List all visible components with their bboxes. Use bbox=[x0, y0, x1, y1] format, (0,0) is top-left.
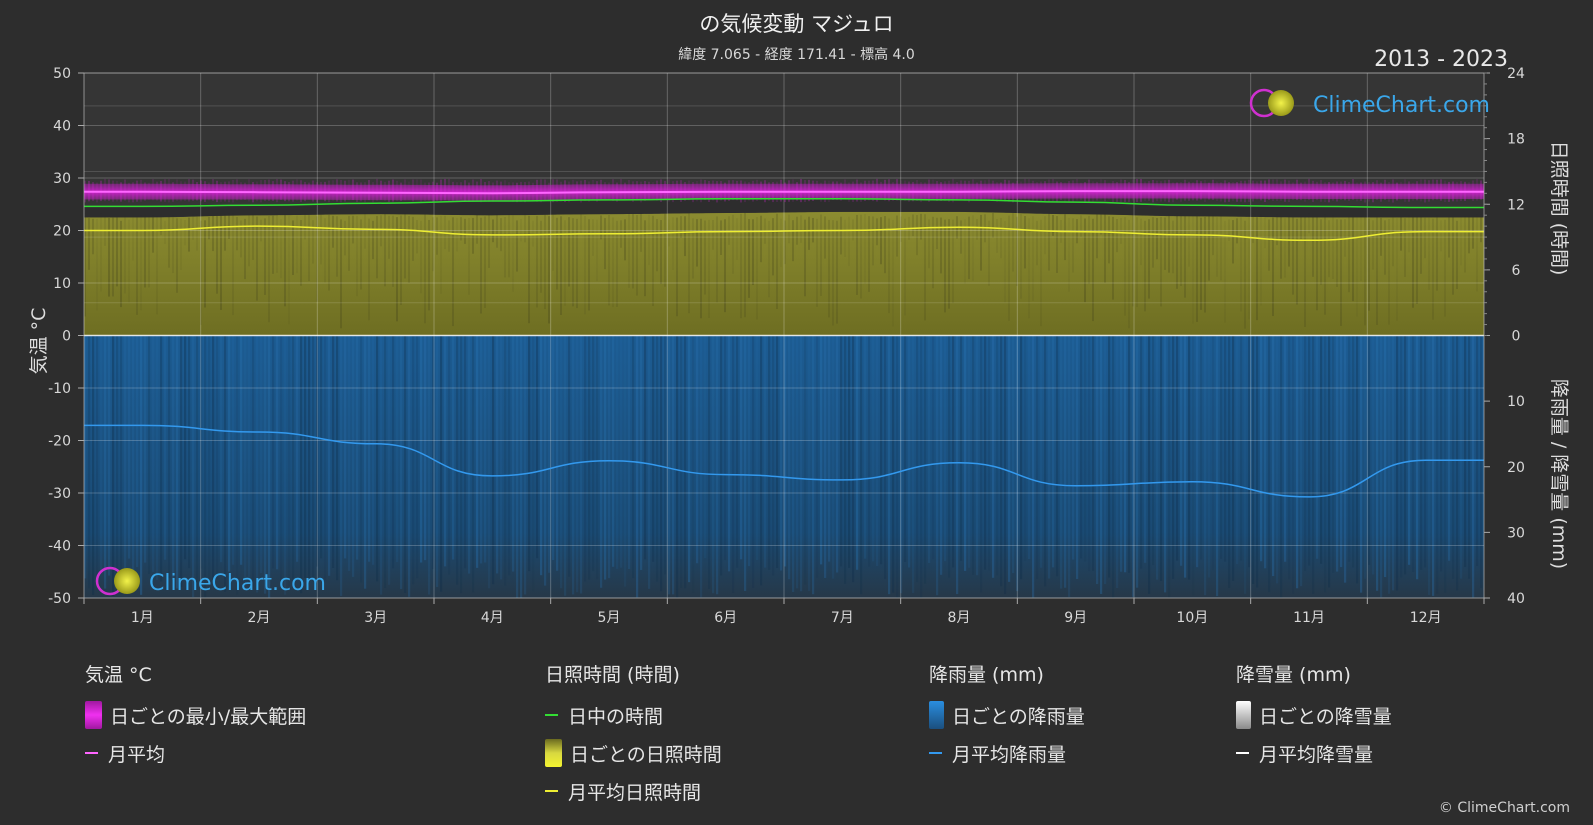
y-left-tick-label: -50 bbox=[48, 591, 71, 607]
x-tick-label: 7月 bbox=[831, 610, 854, 626]
x-tick-label: 5月 bbox=[598, 610, 621, 626]
y-right-top-tick-label: 18 bbox=[1507, 132, 1525, 148]
daylight-gap bbox=[84, 198, 1484, 218]
y-left-tick-label: 30 bbox=[53, 171, 71, 187]
legend-temp-avg-label: 月平均 bbox=[108, 743, 166, 766]
y-right-top-tick-label: 0 bbox=[1512, 329, 1521, 345]
y-left-tick-label: -30 bbox=[48, 486, 71, 502]
rain-avg-line bbox=[84, 424, 1484, 498]
y-left-tick-label: 40 bbox=[53, 119, 71, 135]
y-left-label: 気温 °C bbox=[28, 308, 50, 375]
y-right-bottom-tick-label: 20 bbox=[1507, 460, 1525, 476]
y-right-bottom-tick-label: 30 bbox=[1507, 525, 1525, 541]
legend-sun-avg-label: 月平均日照時間 bbox=[568, 781, 702, 804]
y-right-top-tick-label: 24 bbox=[1507, 66, 1525, 82]
legend-sunshine: 日照時間 (時間) 日中の時間 日ごとの日照時間 月平均日照時間 bbox=[545, 660, 722, 810]
snow-avg-swatch bbox=[1236, 752, 1249, 754]
legend-temp-avg: 月平均 bbox=[85, 734, 306, 772]
legend-daily-sunshine-label: 日ごとの日照時間 bbox=[570, 743, 722, 766]
y-left-tick-label: -10 bbox=[48, 381, 71, 397]
daily-sunshine-swatch bbox=[545, 739, 562, 767]
daylight-line bbox=[83, 198, 1484, 209]
y-left-tick-label: 0 bbox=[62, 329, 71, 345]
x-tick-label: 6月 bbox=[714, 610, 737, 626]
legend-daily-snow: 日ごとの降雪量 bbox=[1236, 696, 1392, 734]
legend-daily-sunshine: 日ごとの日照時間 bbox=[545, 734, 722, 772]
legend-snow-avg: 月平均降雪量 bbox=[1236, 734, 1392, 772]
legend-sun-title: 日照時間 (時間) bbox=[545, 664, 680, 686]
temp-avg-swatch bbox=[85, 752, 98, 754]
y-right-top-tick-label: 6 bbox=[1512, 263, 1521, 279]
daily-sunshine-area bbox=[84, 211, 1484, 336]
x-tick-label: 1月 bbox=[131, 610, 154, 626]
x-tick-label: 9月 bbox=[1064, 610, 1087, 626]
y-right-top-label: 日照時間 (時間) bbox=[1548, 141, 1570, 276]
y-left-tick-label: -40 bbox=[48, 539, 71, 555]
legend-temperature: 気温 °C 日ごとの最小/最大範囲 月平均 bbox=[85, 660, 306, 772]
x-tick-label: 12月 bbox=[1410, 610, 1442, 626]
rain-avg-swatch bbox=[929, 752, 942, 754]
daily-sunshine-texture bbox=[84, 198, 1484, 336]
legend-temp-range: 日ごとの最小/最大範囲 bbox=[85, 696, 306, 734]
legend-daily-rain-label: 日ごとの降雨量 bbox=[952, 705, 1085, 728]
legend-temp-title: 気温 °C bbox=[85, 664, 152, 686]
y-left-tick-label: -20 bbox=[48, 434, 71, 450]
sunshine-avg-line bbox=[84, 225, 1484, 242]
legend-snow-avg-label: 月平均降雪量 bbox=[1259, 743, 1374, 766]
daily-rain-area bbox=[84, 335, 1484, 598]
y-right-bottom-tick-label: 10 bbox=[1507, 394, 1525, 410]
x-tick-label: 4月 bbox=[481, 610, 504, 626]
watermark-top: ClimeChart.com bbox=[1249, 88, 1490, 118]
y-right-top-tick-label: 12 bbox=[1507, 197, 1525, 213]
temp-avg-line bbox=[84, 190, 1484, 195]
chart-subtitle: 緯度 7.065 - 経度 171.41 - 標高 4.0 bbox=[678, 47, 915, 63]
legend-sun-avg: 月平均日照時間 bbox=[545, 772, 722, 810]
legend-daylight-label: 日中の時間 bbox=[568, 705, 664, 728]
daily-rain-texture bbox=[84, 335, 1484, 598]
daylight-swatch bbox=[545, 714, 558, 716]
temp-range-swatch bbox=[85, 701, 102, 729]
y-left-tick-label: 20 bbox=[53, 224, 71, 240]
y-left-tick-label: 50 bbox=[53, 66, 71, 82]
year-range: 2013 - 2023 bbox=[1374, 47, 1508, 72]
legend-snow: 降雪量 (mm) 日ごとの降雪量 月平均降雪量 bbox=[1236, 660, 1392, 772]
x-tick-label: 3月 bbox=[364, 610, 387, 626]
y-left-tick-label: 10 bbox=[53, 276, 71, 292]
legend-rain-title: 降雨量 (mm) bbox=[929, 664, 1044, 686]
y-right-bottom-tick-label: 40 bbox=[1507, 591, 1525, 607]
legend-rain: 降雨量 (mm) 日ごとの降雨量 月平均降雨量 bbox=[929, 660, 1085, 772]
watermark-text-top: ClimeChart.com bbox=[1313, 93, 1490, 118]
x-tick-label: 11月 bbox=[1293, 610, 1325, 626]
x-tick-label: 8月 bbox=[948, 610, 971, 626]
legend-daily-snow-label: 日ごとの降雪量 bbox=[1259, 705, 1392, 728]
legend-rain-avg-label: 月平均降雨量 bbox=[952, 743, 1067, 766]
watermark-text-bottom: ClimeChart.com bbox=[149, 571, 326, 596]
legend-daily-rain: 日ごとの降雨量 bbox=[929, 696, 1085, 734]
chart-title: の気候変動 マジュロ bbox=[699, 12, 894, 36]
copyright: © ClimeChart.com bbox=[1438, 800, 1570, 816]
x-tick-label: 10月 bbox=[1176, 610, 1208, 626]
daily-snow-swatch bbox=[1236, 701, 1251, 729]
daily-rain-swatch bbox=[929, 701, 944, 729]
sun-avg-swatch bbox=[545, 790, 558, 792]
legend-temp-range-label: 日ごとの最小/最大範囲 bbox=[110, 705, 307, 728]
y-right-bottom-label: 降雨量 / 降雪量 (mm) bbox=[1548, 379, 1570, 569]
legend-daylight: 日中の時間 bbox=[545, 696, 722, 734]
watermark-bottom: ClimeChart.com bbox=[95, 566, 326, 596]
x-tick-label: 2月 bbox=[248, 610, 271, 626]
legend-rain-avg: 月平均降雨量 bbox=[929, 734, 1085, 772]
legend-snow-title: 降雪量 (mm) bbox=[1236, 664, 1351, 686]
